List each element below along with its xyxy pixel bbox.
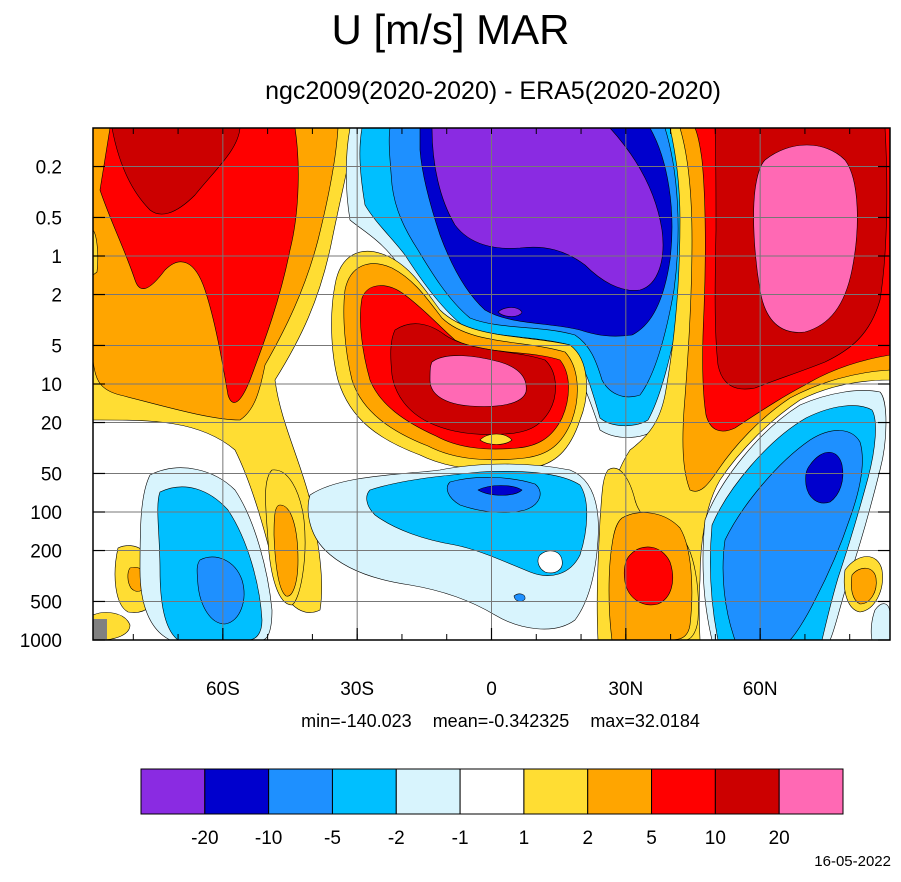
contour-trop-low-white: [537, 550, 563, 574]
colorbar-label: 1: [519, 828, 530, 849]
y-tick-label: 1000: [20, 631, 62, 652]
x-tick-label: 0: [486, 679, 497, 700]
y-tick-label: 2: [51, 286, 62, 307]
colorbar-label: 2: [582, 828, 593, 849]
x-tick-label: 60N: [743, 679, 778, 700]
contour-nh-low-red: [623, 546, 673, 606]
chart-title: U [m/s] MAR: [331, 6, 570, 53]
colorbar: -20 -10 -5 -2 -1 1 2 5 10 20: [140, 768, 844, 849]
grid: [93, 128, 890, 640]
contour-trop-yellow-dot: [479, 433, 513, 445]
topography-mask: [93, 619, 107, 640]
x-axis: 60S 30S 0 30N 60N: [132, 128, 851, 700]
colorbar-label: -20: [191, 828, 218, 849]
y-tick-label: 0.2: [36, 158, 62, 179]
x-tick-label: 30S: [340, 679, 374, 700]
contour-sh-pole-sliver: [93, 229, 99, 276]
colorbar-label: 10: [705, 828, 726, 849]
colorbar-label: -2: [388, 828, 405, 849]
y-tick-label: 200: [30, 542, 62, 563]
colorbar-swatch: [395, 768, 461, 815]
contour-nh-jet-pink: [753, 144, 858, 333]
colorbar-label: -5: [324, 828, 341, 849]
contour-sh-jet-darkred: [111, 128, 241, 215]
contour-nh-sfc-lightblue: [870, 603, 890, 640]
colorbar-swatch: [714, 768, 780, 815]
colorbar-swatch: [587, 768, 653, 815]
stat-max: max=32.0184: [590, 711, 700, 731]
x-tick-label: 60S: [206, 679, 240, 700]
y-tick-label: 10: [41, 375, 62, 396]
colorbar-swatch: [778, 768, 844, 815]
x-tick-label: 30N: [608, 679, 643, 700]
contour-trop-low-bluedot: [513, 593, 526, 602]
contour-trop-purple-dot: [497, 307, 523, 317]
stat-mean: mean=-0.342325: [432, 711, 570, 731]
y-tick-label: 20: [41, 414, 62, 435]
y-tick-label: 0.5: [36, 208, 62, 229]
contour-nh-neg-navy: [805, 451, 844, 504]
stats-line: min=-140.023 mean=-0.342325 max=32.0184: [0, 709, 901, 733]
colorbar-swatch: [523, 768, 589, 815]
contour-trop-neg-purple: [431, 128, 664, 291]
colorbar-swatch: [651, 768, 716, 815]
y-axis: 0.2 0.5 1 2 5 10 20 50 100 200 500 1000: [20, 158, 890, 652]
colorbar-swatch: [140, 768, 206, 815]
y-tick-label: 5: [51, 336, 62, 357]
contour-sh-neg-blue: [196, 556, 245, 625]
y-tick-label: 500: [30, 592, 62, 613]
colorbar-label: 5: [646, 828, 657, 849]
colorbar-swatch: [331, 768, 397, 815]
contour-trop-pos-pink: [429, 355, 527, 407]
colorbar-label: 20: [769, 828, 790, 849]
y-tick-label: 100: [30, 503, 62, 524]
date-stamp: 16-05-2022: [814, 853, 891, 870]
chart-subtitle: ngc2009(2020-2020) - ERA5(2020-2020): [265, 77, 721, 105]
colorbar-swatch: [268, 768, 333, 815]
colorbar-swatch: [459, 768, 525, 815]
y-tick-label: 50: [41, 464, 62, 485]
stat-min: min=-140.023: [301, 711, 412, 731]
colorbar-label: -1: [452, 828, 469, 849]
colorbar-label: -10: [255, 828, 282, 849]
contour-nh-sfc-orange: [850, 567, 877, 605]
y-tick-label: 1: [51, 247, 62, 268]
contour-field: [93, 128, 890, 640]
colorbar-swatch: [204, 768, 270, 815]
